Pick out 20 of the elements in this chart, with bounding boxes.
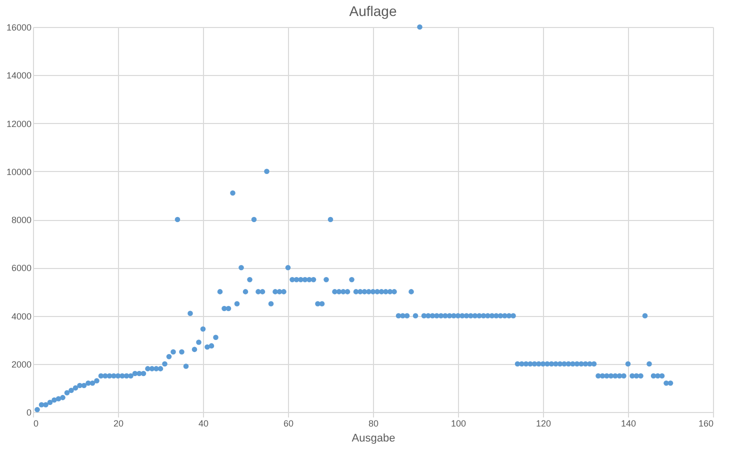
- y-tick-label: 10000: [6, 166, 32, 177]
- y-tick-label: 0: [26, 408, 32, 418]
- x-tick-label: 120: [536, 418, 552, 428]
- x-tick-label: 140: [620, 418, 636, 428]
- y-tick-label: 4000: [11, 311, 32, 322]
- y-tick-label: 2000: [11, 359, 32, 370]
- y-tick-label: 6000: [11, 263, 32, 274]
- x-axis-title: Ausgabe: [352, 432, 396, 444]
- y-tick-label: 8000: [11, 215, 32, 225]
- x-tick-label: 160: [698, 418, 714, 428]
- y-tick-label: 16000: [6, 22, 32, 32]
- chart-title: Auflage: [349, 3, 397, 19]
- x-tick-label: 80: [368, 418, 379, 428]
- x-tick-label: 20: [113, 418, 124, 428]
- x-tick-label: 100: [450, 418, 466, 428]
- x-tick-label: 0: [34, 418, 39, 428]
- x-tick-label: 60: [283, 418, 294, 428]
- y-tick-label: 14000: [6, 70, 32, 81]
- x-tick-label: 40: [198, 418, 209, 428]
- y-tick-label: 12000: [6, 118, 32, 129]
